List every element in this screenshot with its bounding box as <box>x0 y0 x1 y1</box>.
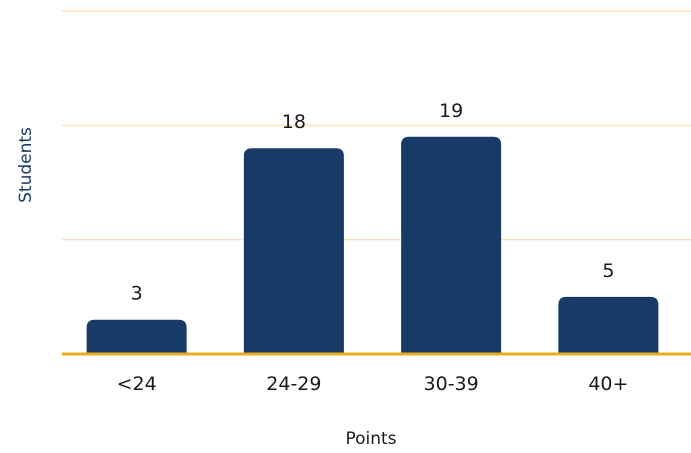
x-tick-label: 30-39 <box>424 373 479 395</box>
x-tick-label: 40+ <box>588 373 628 395</box>
data-labels: 3 18 19 5 <box>131 100 615 305</box>
x-tick-label: <24 <box>117 373 157 395</box>
gridlines <box>62 10 691 241</box>
y-axis-label: Students <box>16 127 36 203</box>
bar <box>401 136 502 354</box>
data-label: 3 <box>131 283 143 305</box>
x-tick-label: 24-29 <box>266 373 321 395</box>
x-tick-labels: <24 24-29 30-39 40+ <box>117 373 629 395</box>
bar <box>86 319 187 354</box>
bar <box>558 296 659 354</box>
bars <box>86 136 659 354</box>
data-label: 19 <box>439 100 463 122</box>
data-label: 5 <box>602 260 614 282</box>
data-label: 18 <box>282 111 306 133</box>
bar <box>243 148 344 354</box>
x-axis-label: Points <box>345 429 396 449</box>
